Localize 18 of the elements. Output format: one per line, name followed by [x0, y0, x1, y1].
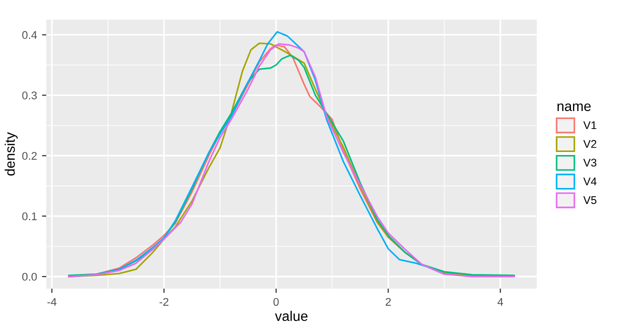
x-axis-title: value	[274, 310, 308, 322]
y-axis-title: density	[4, 132, 18, 176]
y-tick-label: 0.1	[22, 212, 37, 220]
legend-label: V3	[583, 158, 596, 167]
x-tick-label: -2	[160, 298, 168, 306]
legend-label: V4	[583, 178, 597, 186]
legend-label: V5	[583, 196, 596, 204]
x-tick-label: 4	[498, 298, 504, 306]
legend-title: name	[558, 103, 591, 112]
x-tick-label: -4	[47, 298, 56, 306]
x-tick-label: 2	[386, 298, 391, 306]
y-tick-label: 0.3	[22, 92, 37, 100]
legend-label: V1	[583, 121, 596, 130]
legend-label: V2	[583, 140, 596, 148]
y-tick-label: 0.0	[22, 272, 37, 281]
y-tick-label: 0.2	[22, 152, 37, 160]
x-tick-label: 0	[273, 298, 279, 306]
y-tick-label: 0.4	[22, 31, 37, 39]
